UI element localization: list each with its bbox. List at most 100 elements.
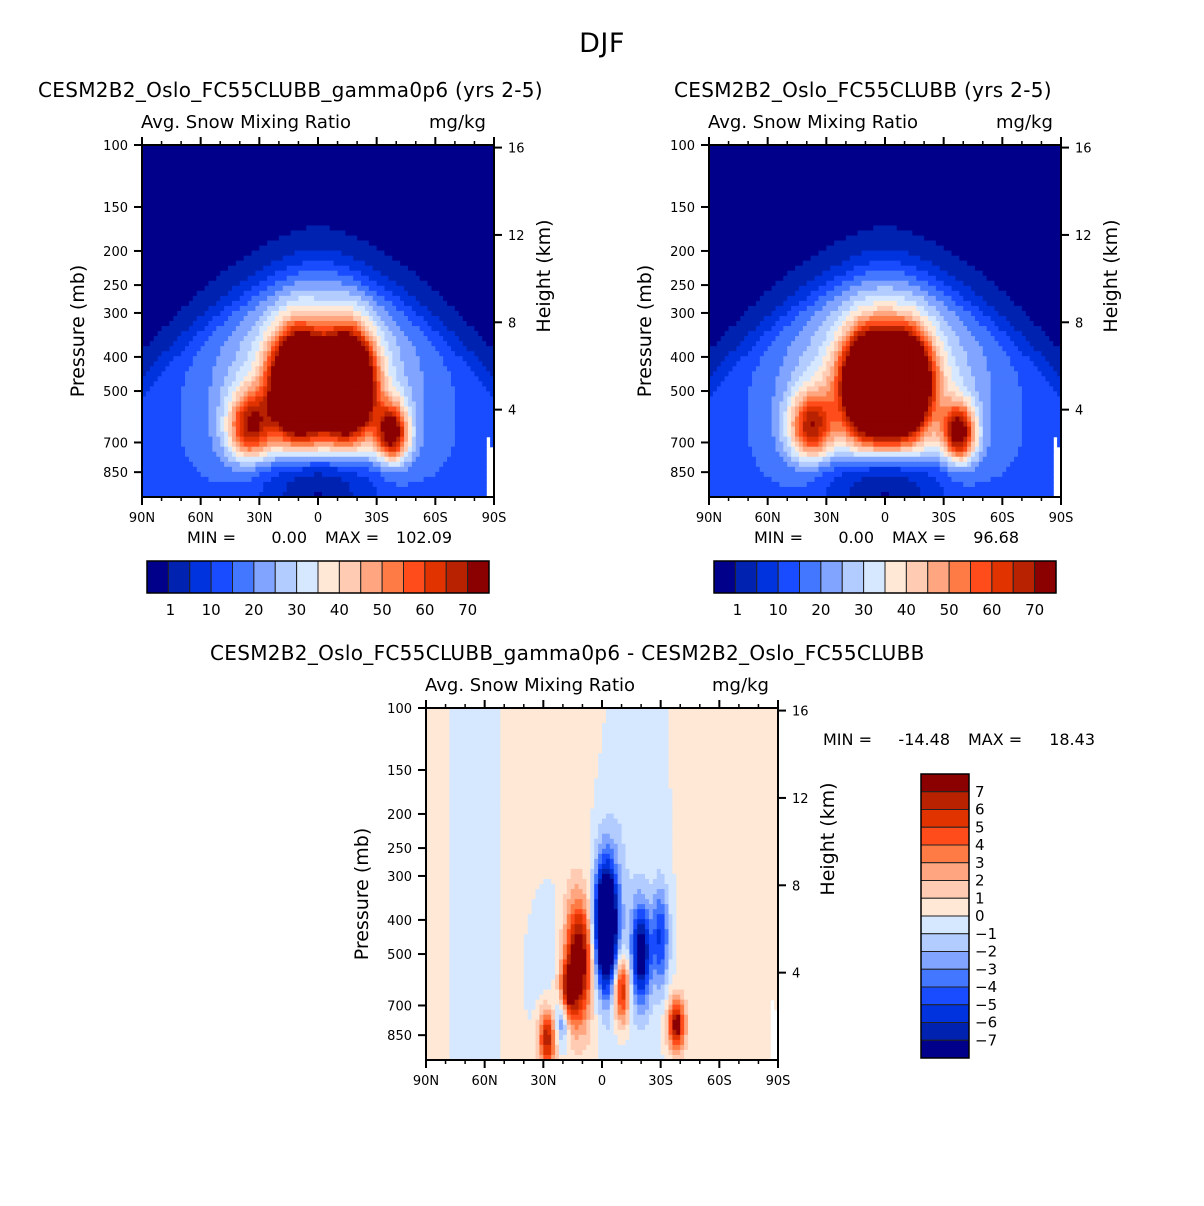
contour-cell <box>298 356 303 362</box>
contour-cell <box>462 386 468 392</box>
contour-cell <box>314 285 319 292</box>
contour-cell <box>333 215 339 222</box>
contour-cell <box>388 165 393 171</box>
contour-cell <box>388 155 393 161</box>
contour-cell <box>361 310 366 317</box>
contour-cell <box>208 411 213 418</box>
contour-cell <box>188 185 194 191</box>
contour-cell <box>169 386 174 392</box>
contour-cell <box>364 265 370 272</box>
contour-cell <box>196 235 202 242</box>
contour-cell <box>298 280 303 287</box>
contour-cell <box>263 346 268 352</box>
contour-cell <box>439 265 444 272</box>
contour-cell <box>274 190 280 196</box>
contour-cell <box>353 321 358 327</box>
contour-cell <box>181 396 186 403</box>
contour-cell <box>181 275 186 282</box>
contour-cell <box>486 326 491 332</box>
contour-cell <box>247 155 253 161</box>
contour-cell <box>462 275 468 282</box>
contour-cell <box>376 396 382 403</box>
contour-cell <box>419 361 425 367</box>
contour-cell <box>294 235 300 242</box>
contour-cell <box>228 290 233 297</box>
contour-cell <box>294 391 300 398</box>
contour-cell <box>181 280 186 287</box>
contour-cell <box>345 245 350 252</box>
contour-cell <box>376 376 382 382</box>
contour-cell <box>384 255 389 262</box>
contour-cell <box>329 225 335 232</box>
contour-cell <box>274 396 280 403</box>
contour-cell <box>470 305 476 312</box>
contour-cell <box>439 295 444 302</box>
contour-cell <box>157 285 163 292</box>
contour-cell <box>325 295 331 302</box>
contour-cell <box>267 180 272 186</box>
contour-cell <box>255 351 260 357</box>
contour-cell <box>224 250 229 257</box>
contour-cell <box>404 396 409 403</box>
contour-cell <box>216 341 221 347</box>
contour-cell <box>490 381 495 387</box>
contour-cell <box>294 351 300 357</box>
contour-cell <box>216 270 221 277</box>
contour-cell <box>177 225 182 232</box>
contour-cell <box>290 305 296 312</box>
contour-cell <box>243 215 249 222</box>
contour-cell <box>251 396 257 403</box>
contour-cell <box>423 381 429 387</box>
contour-cell <box>345 205 350 211</box>
contour-cell <box>290 200 296 206</box>
contour-cell <box>310 205 315 211</box>
contour-cell <box>466 331 472 337</box>
contour-cell <box>361 341 366 347</box>
contour-cell <box>380 155 386 161</box>
contour-cell <box>458 341 464 347</box>
contour-cell <box>368 275 374 282</box>
contour-cell <box>404 275 409 282</box>
contour-cell <box>407 341 413 347</box>
contour-cell <box>454 260 460 267</box>
contour-cell <box>149 406 155 413</box>
contour-cell <box>235 265 241 272</box>
contour-cell <box>177 285 182 292</box>
contour-cell <box>482 205 487 211</box>
contour-cell <box>220 195 225 201</box>
contour-cell <box>204 190 210 196</box>
contour-cell <box>380 225 386 232</box>
contour-cell <box>443 416 448 423</box>
contour-cell <box>376 205 382 211</box>
contour-cell <box>282 235 288 242</box>
contour-cell <box>450 371 456 377</box>
contour-cell <box>294 336 300 342</box>
contour-cell <box>357 356 362 362</box>
contour-cell <box>349 341 354 347</box>
contour-cell <box>450 240 456 247</box>
contour-cell <box>142 381 147 387</box>
contour-cell <box>149 356 155 362</box>
contour-cell <box>224 421 229 428</box>
contour-cell <box>255 180 260 186</box>
contour-cell <box>321 235 327 242</box>
contour-cell <box>142 305 147 312</box>
contour-cell <box>231 215 237 222</box>
contour-cell <box>204 285 210 292</box>
contour-cell <box>165 160 170 166</box>
contour-cell <box>251 220 257 227</box>
contour-cell <box>290 396 296 403</box>
contour-cell <box>314 391 319 398</box>
contour-cell <box>400 346 405 352</box>
contour-cell <box>478 240 483 247</box>
contour-cell <box>353 300 358 307</box>
contour-cell <box>239 255 245 262</box>
contour-cell <box>419 341 425 347</box>
contour-cell <box>321 180 327 186</box>
contour-cell <box>228 300 233 307</box>
contour-cell <box>153 396 159 403</box>
contour-cell <box>259 170 264 176</box>
contour-cell <box>337 165 343 171</box>
contour-cell <box>450 190 456 196</box>
contour-cell <box>376 165 382 171</box>
